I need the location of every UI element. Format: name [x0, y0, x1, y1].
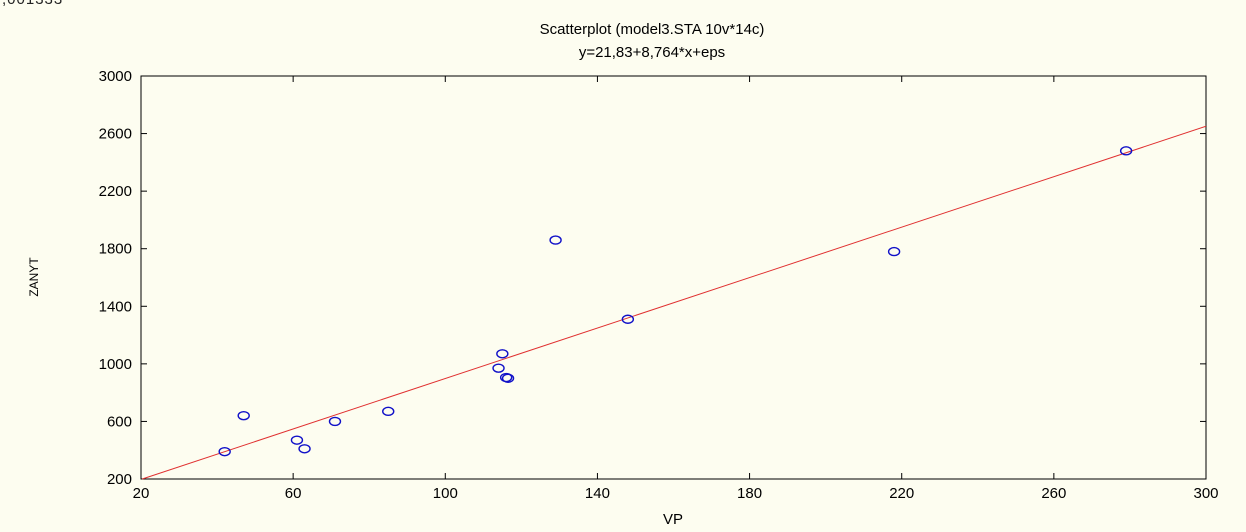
y-tick-label: 200	[107, 471, 132, 488]
data-point	[237, 410, 250, 421]
y-axis: 200 600 1000 1400 1800 2200 2600 3000	[99, 68, 1206, 488]
y-axis-label: ZANYT	[27, 257, 41, 297]
x-tick-label: 60	[285, 485, 302, 502]
x-axis: 20 60 100 140 180 220 260 300	[133, 76, 1219, 502]
y-tick-label: 3000	[99, 68, 132, 85]
data-point	[501, 373, 515, 383]
x-tick-label: 180	[737, 485, 762, 502]
data-point	[887, 246, 901, 257]
data-point	[492, 363, 505, 373]
y-tick-label: 600	[107, 413, 132, 430]
regression-line-layer	[142, 125, 1207, 480]
x-tick-label: 300	[1193, 485, 1218, 502]
data-point	[496, 349, 509, 359]
x-tick-label: 260	[1041, 485, 1066, 502]
data-point	[549, 235, 562, 245]
y-tick-label: 1400	[99, 298, 132, 315]
data-point	[621, 314, 635, 324]
x-tick-label: 100	[433, 485, 458, 502]
data-points	[218, 146, 1133, 457]
chart-title: Scatterplot (model3.STA 10v*14c)	[540, 21, 765, 38]
data-point	[382, 406, 395, 417]
chart-subtitle: y=21,83+8,764*x+eps	[579, 44, 725, 61]
data-point	[298, 444, 311, 454]
y-tick-label: 1000	[99, 356, 132, 373]
regression-line	[142, 125, 1207, 480]
plot-area	[140, 75, 1207, 480]
x-tick-label: 140	[585, 485, 610, 502]
corner-text: ,001333	[2, 0, 63, 8]
y-tick-label: 2200	[99, 183, 132, 200]
data-point	[290, 435, 304, 445]
y-tick-label: 2600	[99, 126, 132, 143]
y-tick-label: 1800	[99, 241, 132, 258]
data-point	[328, 416, 342, 427]
x-tick-label: 220	[889, 485, 914, 502]
x-tick-label: 20	[133, 485, 150, 502]
data-point	[218, 446, 231, 457]
x-axis-label: VP	[663, 511, 683, 528]
data-point	[1119, 146, 1133, 156]
